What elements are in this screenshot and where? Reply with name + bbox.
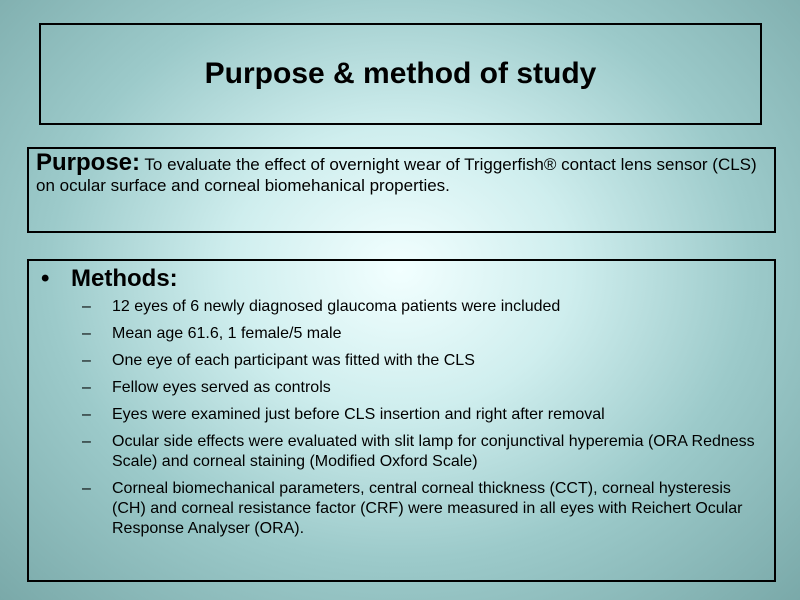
methods-heading-row: • Methods:: [39, 265, 764, 293]
list-item: – Ocular side effects were evaluated with…: [82, 432, 764, 472]
methods-heading: Methods:: [71, 265, 178, 292]
purpose-description: To evaluate the effect of overnight wear…: [36, 155, 757, 195]
purpose-label: Purpose:: [36, 149, 141, 176]
method-item-text: Eyes were examined just before CLS inser…: [112, 406, 605, 423]
purpose-box: Purpose: To evaluate the effect of overn…: [27, 147, 776, 233]
title-box: Purpose & method of study: [39, 23, 762, 125]
dash-marker: –: [82, 352, 91, 369]
list-item: – Mean age 61.6, 1 female/5 male: [82, 324, 764, 344]
methods-bullet: •: [41, 265, 50, 292]
method-item-text: Fellow eyes served as controls: [112, 379, 331, 396]
dash-marker: –: [82, 433, 91, 450]
list-item: – One eye of each participant was fitted …: [82, 351, 764, 371]
list-item: – 12 eyes of 6 newly diagnosed glaucoma p…: [82, 297, 764, 317]
method-item-text: Corneal biomechanical parameters, centra…: [112, 480, 743, 537]
method-item-text: Ocular side effects were evaluated with …: [112, 433, 755, 470]
methods-list: – 12 eyes of 6 newly diagnosed glaucoma p…: [39, 297, 764, 539]
dash-marker: –: [82, 379, 91, 396]
dash-marker: –: [82, 298, 91, 315]
list-item: – Fellow eyes served as controls: [82, 378, 764, 398]
method-item-text: One eye of each participant was fitted w…: [112, 352, 475, 369]
dash-marker: –: [82, 480, 91, 497]
slide-title: Purpose & method of study: [204, 57, 597, 90]
list-item: – Eyes were examined just before CLS inse…: [82, 405, 764, 425]
methods-box: • Methods: – 12 eyes of 6 newly diagnosed…: [27, 259, 776, 582]
method-item-text: 12 eyes of 6 newly diagnosed glaucoma pa…: [112, 298, 561, 315]
dash-marker: –: [82, 406, 91, 423]
list-item: – Corneal biomechanical parameters, centr…: [82, 479, 764, 539]
dash-marker: –: [82, 325, 91, 342]
method-item-text: Mean age 61.6, 1 female/5 male: [112, 325, 342, 342]
purpose-paragraph: Purpose: To evaluate the effect of overn…: [36, 149, 767, 196]
